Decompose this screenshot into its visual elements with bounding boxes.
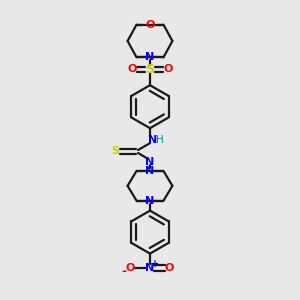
Text: O: O (126, 263, 135, 273)
Text: O: O (128, 64, 137, 74)
Text: S: S (146, 63, 154, 76)
Text: O: O (165, 263, 174, 273)
Text: +: + (151, 259, 159, 269)
Text: O: O (145, 20, 155, 30)
Text: H: H (156, 135, 164, 145)
Text: -: - (122, 265, 127, 278)
Text: O: O (163, 64, 172, 74)
Text: N: N (146, 263, 154, 273)
Text: N: N (146, 157, 154, 167)
Text: N: N (146, 166, 154, 176)
Text: N: N (146, 196, 154, 206)
Text: S: S (112, 146, 120, 157)
Text: N: N (146, 52, 154, 62)
Text: N: N (148, 135, 157, 145)
